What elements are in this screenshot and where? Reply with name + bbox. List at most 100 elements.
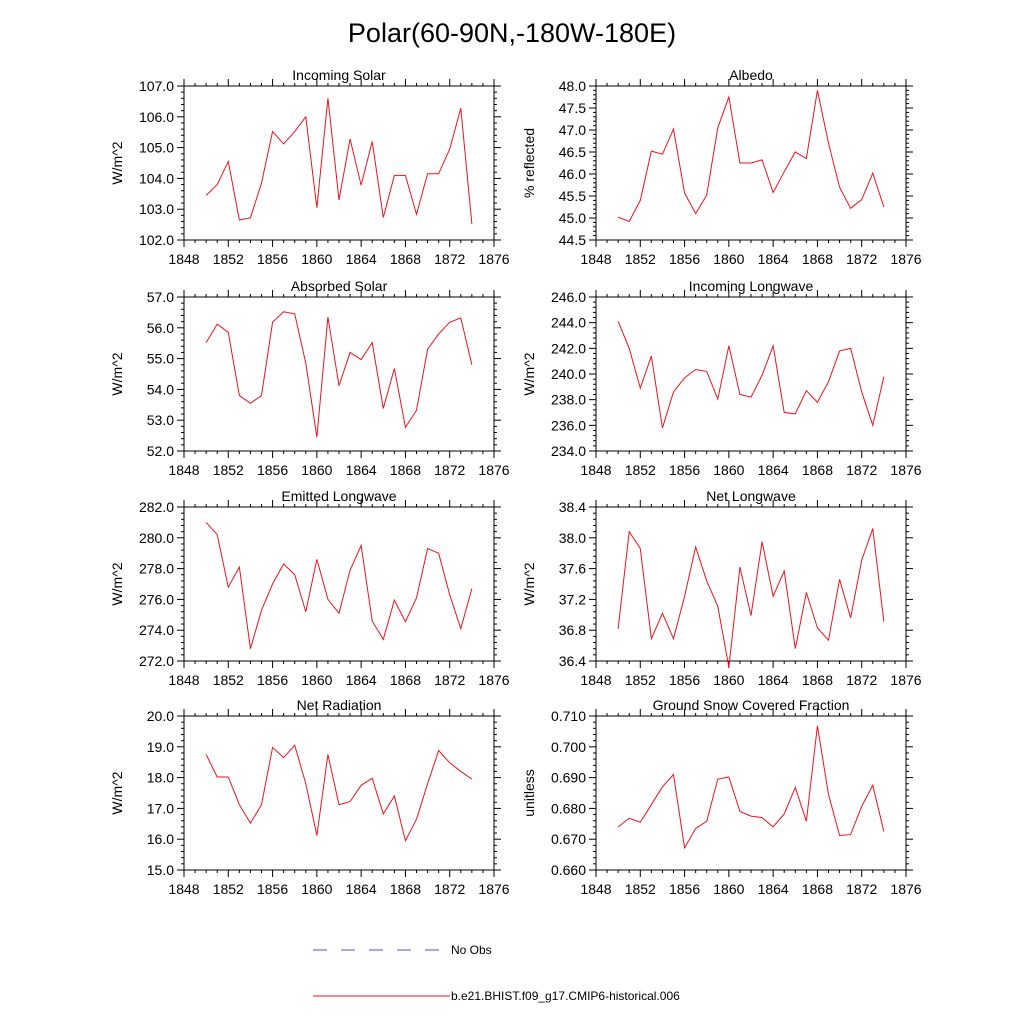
- y-tick-label: 37.6: [559, 561, 586, 577]
- x-tick-label: 1872: [846, 672, 877, 688]
- y-tick-label: 240.0: [551, 366, 586, 382]
- y-tick-label: 20.0: [147, 708, 174, 724]
- y-tick-label: 52.0: [147, 443, 174, 459]
- y-tick-label: 280.0: [139, 530, 174, 546]
- y-tick-label: 55.0: [147, 351, 174, 367]
- y-tick-label: 0.670: [551, 831, 586, 847]
- legend: No Obs b.e21.BHIST.f09_g17.CMIP6-histori…: [313, 943, 680, 1003]
- y-tick-label: 47.5: [559, 100, 586, 116]
- series-line: [205, 311, 473, 438]
- x-tick-label: 1864: [758, 462, 789, 478]
- legend-label-no-obs: No Obs: [451, 943, 492, 957]
- x-tick-label: 1872: [434, 462, 465, 478]
- x-tick-label: 1856: [257, 881, 288, 897]
- x-tick-label: 1868: [390, 251, 421, 267]
- x-tick-label: 1860: [713, 881, 744, 897]
- y-tick-label: 45.5: [559, 188, 586, 204]
- panel-4: Incoming Longwave W/m^2 1848 1852 1856 1860 18…: [521, 278, 922, 478]
- plot-frame: [595, 296, 907, 452]
- x-tick-label: 1852: [213, 462, 244, 478]
- x-tick-label: 1860: [301, 251, 332, 267]
- x-tick-label: 1872: [846, 251, 877, 267]
- y-tick-label: 276.0: [139, 591, 174, 607]
- x-tick-label: 1864: [758, 251, 789, 267]
- x-tick-label: 1876: [478, 251, 509, 267]
- x-tick-label: 1852: [625, 462, 656, 478]
- x-tick-label: 1876: [478, 881, 509, 897]
- y-axis-label: W/m^2: [109, 352, 125, 395]
- x-tick-label: 1872: [846, 881, 877, 897]
- plot-frame: [595, 506, 907, 662]
- series-line: [205, 522, 473, 649]
- x-tick-label: 1856: [257, 251, 288, 267]
- panel-6: Net Longwave W/m^2 1848 1852 1856 1860 1864 186…: [521, 488, 922, 688]
- x-tick-label: 1852: [213, 672, 244, 688]
- panel-8: Ground Snow Covered Fraction unitless 1848…: [521, 697, 922, 897]
- panel-title: Incoming Longwave: [689, 278, 814, 294]
- y-tick-label: 272.0: [139, 653, 174, 669]
- x-tick-label: 1848: [580, 881, 611, 897]
- panel-title: Absorbed Solar: [291, 278, 388, 294]
- y-tick-label: 37.2: [559, 591, 586, 607]
- plot-frame: [595, 715, 907, 871]
- series-line: [205, 98, 473, 225]
- y-tick-label: 36.8: [559, 622, 586, 638]
- y-tick-label: 46.5: [559, 144, 586, 160]
- x-tick-label: 1868: [390, 881, 421, 897]
- panel-title: Net Radiation: [297, 697, 382, 713]
- panel-title: Ground Snow Covered Fraction: [653, 697, 850, 713]
- y-tick-label: 54.0: [147, 381, 174, 397]
- x-tick-label: 1860: [713, 672, 744, 688]
- y-tick-label: 57.0: [147, 289, 174, 305]
- x-tick-label: 1872: [434, 672, 465, 688]
- x-tick-label: 1852: [625, 881, 656, 897]
- panel-1: Incoming Solar W/m^2 1848 1852 1856 1860 1864 1…: [109, 67, 510, 267]
- y-axis-label: % reflected: [521, 128, 537, 198]
- x-tick-label: 1856: [669, 881, 700, 897]
- panel-7: Net Radiation W/m^2 1848 1852 1856 1860 1864 18…: [109, 697, 510, 897]
- y-tick-label: 102.0: [139, 232, 174, 248]
- y-tick-label: 236.0: [551, 417, 586, 433]
- x-tick-label: 1864: [758, 672, 789, 688]
- plot-frame: [183, 296, 495, 452]
- x-tick-label: 1868: [390, 462, 421, 478]
- y-tick-label: 0.680: [551, 800, 586, 816]
- x-tick-label: 1848: [580, 672, 611, 688]
- x-tick-label: 1876: [890, 672, 921, 688]
- y-tick-label: 278.0: [139, 561, 174, 577]
- panel-2: Albedo % reflected 1848 1852 1856 1860 1864 186…: [521, 67, 922, 267]
- x-tick-label: 1848: [580, 462, 611, 478]
- y-tick-label: 0.700: [551, 739, 586, 755]
- panel-title: Net Longwave: [706, 488, 796, 504]
- y-tick-label: 274.0: [139, 622, 174, 638]
- x-tick-label: 1860: [713, 462, 744, 478]
- x-tick-label: 1848: [580, 251, 611, 267]
- panel-title: Incoming Solar: [292, 67, 386, 83]
- series-line: [617, 321, 885, 429]
- x-tick-label: 1876: [478, 672, 509, 688]
- y-tick-label: 0.690: [551, 770, 586, 786]
- y-tick-label: 103.0: [139, 201, 174, 217]
- panel-3: Absorbed Solar W/m^2 1848 1852 1856 1860 1864 1…: [109, 278, 510, 478]
- x-tick-label: 1856: [257, 672, 288, 688]
- y-axis-label: unitless: [521, 769, 537, 816]
- x-tick-label: 1848: [168, 672, 199, 688]
- panel-title: Albedo: [729, 67, 773, 83]
- x-tick-label: 1848: [168, 462, 199, 478]
- x-tick-label: 1868: [802, 251, 833, 267]
- x-tick-label: 1852: [213, 881, 244, 897]
- x-tick-label: 1876: [890, 251, 921, 267]
- y-tick-label: 18.0: [147, 770, 174, 786]
- y-tick-label: 238.0: [551, 392, 586, 408]
- x-tick-label: 1864: [346, 251, 377, 267]
- x-tick-label: 1864: [346, 462, 377, 478]
- y-tick-label: 53.0: [147, 412, 174, 428]
- x-tick-label: 1860: [301, 672, 332, 688]
- x-tick-label: 1872: [846, 462, 877, 478]
- y-axis-label: W/m^2: [521, 352, 537, 395]
- plot-frame: [183, 715, 495, 871]
- y-tick-label: 242.0: [551, 340, 586, 356]
- legend-label-model: b.e21.BHIST.f09_g17.CMIP6-historical.006: [451, 989, 680, 1003]
- x-tick-label: 1852: [625, 251, 656, 267]
- y-tick-label: 234.0: [551, 443, 586, 459]
